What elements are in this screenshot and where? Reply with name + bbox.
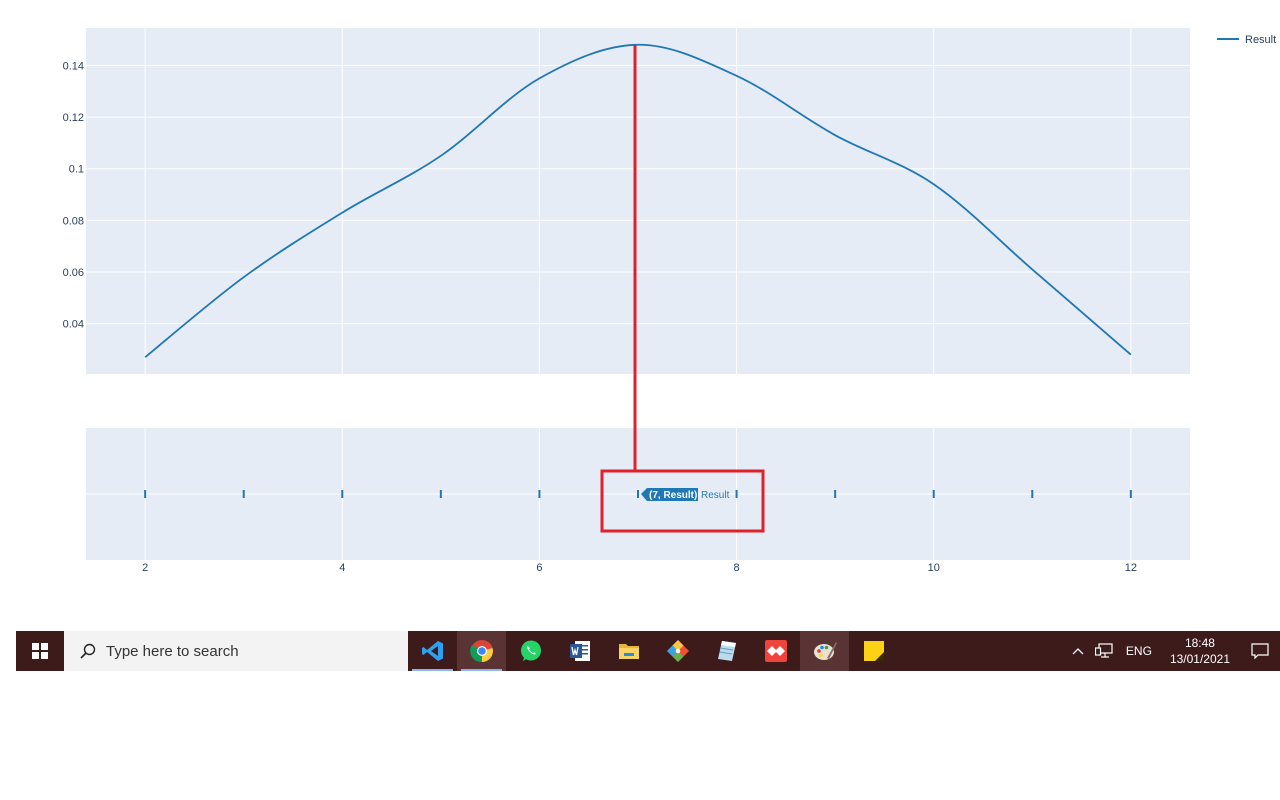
word-icon [569, 641, 590, 661]
chrome-icon [469, 640, 493, 663]
y-tick-label: 0.12 [63, 112, 84, 124]
taskbar-app-word[interactable] [555, 631, 604, 671]
x-tick-label: 6 [536, 562, 542, 574]
legend-label-result[interactable]: Result [1245, 34, 1276, 46]
anydesk-icon [764, 640, 787, 662]
hover-trace-name: Result [701, 490, 730, 501]
main-plot-background [86, 28, 1190, 374]
git-icon [666, 640, 689, 662]
y-axis-tick-labels: 0.04 0.06 0.08 0.1 0.12 0.14 [63, 60, 84, 330]
y-tick-label: 0.1 [69, 164, 84, 176]
annotation-highlight-box [600, 469, 765, 533]
file-explorer-icon [618, 644, 639, 659]
y-tick-label: 0.14 [63, 60, 84, 72]
taskbar-app-chrome[interactable] [457, 631, 506, 671]
hover-label: (7, Result) Result [641, 488, 730, 501]
paint-icon [813, 642, 837, 660]
taskbar-apps [408, 631, 898, 671]
taskbar-search-box[interactable]: Type here to search [64, 631, 408, 671]
chevron-up-icon [1072, 648, 1084, 655]
taskbar-app-git[interactable] [653, 631, 702, 671]
action-center-button[interactable] [1240, 631, 1280, 671]
vscode-icon [421, 641, 443, 661]
search-icon [80, 643, 96, 659]
taskbar-app-paint[interactable] [800, 631, 849, 671]
x-tick-label: 12 [1125, 562, 1137, 574]
notebook-icon [717, 641, 736, 661]
x-axis-tick-labels: 2 4 6 8 10 12 [142, 562, 1137, 574]
notification-icon [1251, 643, 1269, 659]
x-tick-label: 2 [142, 562, 148, 574]
hover-label-box [641, 488, 698, 501]
taskbar-app-notebook[interactable] [702, 631, 751, 671]
series-line-result[interactable] [144, 43, 1132, 358]
y-tick-label: 0.04 [63, 319, 84, 331]
y-tick-label: 0.08 [63, 215, 84, 227]
x-tick-label: 8 [734, 562, 740, 574]
show-hidden-icons-button[interactable] [1066, 631, 1090, 671]
search-placeholder: Type here to search [106, 642, 239, 660]
range-slider-markers [144, 490, 1132, 498]
taskbar-clock[interactable]: 18:48 13/01/2021 [1160, 631, 1240, 671]
windows-logo-icon [32, 643, 48, 659]
taskbar-app-sticky-notes[interactable] [849, 631, 898, 671]
hover-label-text: (7, Result) [649, 490, 697, 501]
y-tick-label: 0.06 [63, 267, 84, 279]
input-language-indicator[interactable]: ENG [1125, 644, 1152, 658]
taskbar-app-anydesk[interactable] [751, 631, 800, 671]
start-button[interactable] [16, 631, 64, 671]
main-grid-y [86, 64, 1190, 325]
plot-area: 0.04 0.06 0.08 0.1 0.12 0.14 2 4 6 8 10 12 (7, Res… [63, 28, 1276, 574]
windows-taskbar: Type here to search [16, 631, 1280, 671]
network-icon [1094, 643, 1113, 658]
clock-time: 18:48 [1184, 636, 1215, 650]
network-status-button[interactable] [1090, 631, 1118, 671]
clock-date: 13/01/2021 [1169, 652, 1230, 666]
taskbar-app-file-explorer[interactable] [604, 631, 653, 671]
main-grid-x [144, 28, 1132, 374]
taskbar-app-vscode[interactable] [408, 631, 457, 671]
whatsapp-icon [520, 640, 541, 661]
legend[interactable]: Result [1217, 34, 1276, 46]
x-tick-label: 10 [928, 562, 940, 574]
taskbar-app-whatsapp[interactable] [506, 631, 555, 671]
system-tray: ENG 18:48 13/01/2021 [1066, 631, 1280, 671]
x-tick-label: 4 [339, 562, 345, 574]
sticky-notes-icon [863, 641, 884, 661]
